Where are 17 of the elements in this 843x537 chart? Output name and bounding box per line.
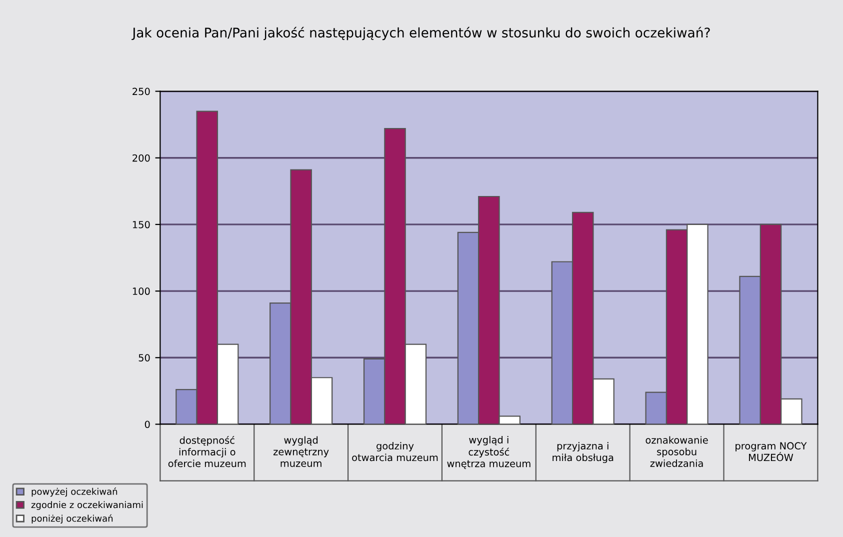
y-tick-label: 200	[132, 154, 150, 162]
legend-label: poniżej oczekiwań	[32, 514, 113, 524]
y-tick-label: 100	[132, 288, 150, 295]
x-tick-label: oznakowanie sposobu zwiedzania	[646, 436, 708, 467]
legend-label: powyżej oczekiwań	[32, 488, 118, 497]
chart-title: Jak ocenia Pan/Pani jakość następujących elementów w stosunku do swoich oczekiwań?	[132, 26, 710, 40]
x-tick-label: godziny otwarcia muzeum	[352, 442, 438, 462]
y-tick-label: 50	[138, 354, 150, 362]
x-tick-label: wygląd i czystość wnętrza muzeum	[447, 436, 530, 469]
x-tick-label: wygląd zewnętrzny muzeum	[273, 436, 329, 467]
y-tick-label: 250	[132, 88, 150, 96]
y-tick-label: 0	[144, 420, 150, 428]
x-tick-label: przyjazna i miła obsługa	[552, 442, 614, 464]
x-tick-label: program NOCY MUZEÓW	[736, 442, 807, 462]
x-tick-label: dostępność informacji o ofercie muzeum	[168, 436, 246, 468]
y-tick-label: 150	[132, 220, 150, 228]
legend-label: zgodnie z oczekiwaniami	[31, 501, 143, 510]
